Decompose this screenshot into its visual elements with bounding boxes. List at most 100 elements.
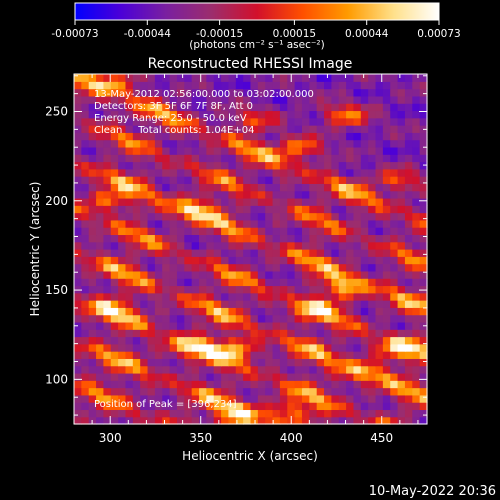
heatmap-cell (191, 117, 200, 126)
heatmap-cell (74, 95, 82, 104)
heatmap-cell (88, 285, 97, 294)
heatmap-cell (213, 117, 222, 126)
heatmap-cell (74, 256, 82, 265)
heatmap-cell (287, 154, 296, 163)
heatmap-cell (147, 176, 156, 184)
heatmap-cell (221, 212, 230, 221)
heatmap-cell (397, 329, 406, 338)
heatmap-cell (272, 227, 281, 236)
heatmap-cell (176, 190, 185, 199)
heatmap-cell (74, 365, 82, 374)
heatmap-cell (397, 74, 406, 82)
heatmap-cell (419, 146, 428, 155)
heatmap-cell (81, 372, 90, 381)
heatmap-cell (206, 263, 215, 272)
heatmap-cell (74, 336, 82, 345)
heatmap-cell (213, 336, 222, 345)
heatmap-cell (206, 394, 215, 403)
heatmap-cell (235, 416, 244, 425)
heatmap-cell (88, 168, 97, 177)
heatmap-cell (250, 168, 259, 177)
heatmap-cell (404, 270, 413, 279)
heatmap-cell (390, 183, 399, 192)
heatmap-cell (176, 380, 185, 389)
heatmap-cell (353, 365, 362, 374)
heatmap-cell (346, 146, 355, 155)
heatmap-cell (184, 307, 193, 316)
heatmap-cell (301, 110, 310, 119)
heatmap-cell (419, 358, 428, 367)
heatmap-cell (272, 300, 281, 308)
heatmap-cell (331, 343, 340, 352)
heatmap-cell (279, 358, 288, 367)
heatmap-cell (154, 270, 163, 279)
heatmap-cell (301, 139, 310, 148)
heatmap-cell (265, 278, 274, 287)
heatmap-cell (250, 74, 259, 82)
colorbar-ticks: -0.00073 -0.00044 -0.00015 0.00015 0.00044 0.… (51, 20, 461, 40)
heatmap-cell (338, 329, 347, 338)
heatmap-cell (294, 321, 303, 330)
heatmap-cell (206, 358, 215, 367)
heatmap-cell (235, 161, 244, 170)
heatmap-cell (118, 227, 127, 236)
heatmap-cell (103, 372, 112, 381)
heatmap-cell (118, 234, 127, 243)
heatmap-cell (118, 154, 127, 163)
heatmap-cell (154, 81, 163, 90)
heatmap-cell (81, 176, 90, 184)
heatmap-cell (309, 110, 318, 119)
heatmap-cell (301, 74, 310, 82)
heatmap-cell (96, 285, 105, 294)
heatmap-cell (154, 197, 163, 206)
heatmap-cell (74, 314, 82, 323)
heatmap-cell (221, 197, 230, 206)
heatmap-cell (375, 270, 384, 279)
heatmap-cell (132, 256, 141, 265)
heatmap-cell (125, 168, 134, 177)
heatmap-cell (140, 358, 149, 367)
heatmap-cell (169, 351, 178, 359)
heatmap-cell (103, 409, 112, 418)
heatmap-cell (125, 117, 134, 126)
heatmap-cell (265, 234, 274, 243)
heatmap-cell (191, 372, 200, 381)
heatmap-cell (404, 278, 413, 287)
heatmap-cell (125, 329, 134, 338)
heatmap-cell (419, 197, 428, 206)
heatmap-cell (375, 95, 384, 104)
colorbar-tick-label: -0.00015 (196, 28, 243, 40)
heatmap-cell (213, 278, 222, 287)
heatmap-cell (81, 307, 90, 316)
heatmap-cell (132, 372, 141, 381)
heatmap-cell (221, 292, 230, 301)
heatmap-cell (206, 168, 215, 177)
heatmap-cell (390, 212, 399, 221)
heatmap-cell (96, 103, 105, 112)
heatmap-cell (382, 197, 391, 206)
heatmap-cell (206, 103, 215, 112)
heatmap-cell (199, 358, 207, 367)
heatmap-cell (191, 256, 200, 265)
heatmap-cell (125, 81, 134, 90)
heatmap-cell (199, 343, 207, 352)
heatmap-cell (125, 154, 134, 163)
heatmap-cell (228, 416, 237, 425)
heatmap-cell (132, 336, 141, 345)
heatmap-cell (176, 343, 185, 352)
heatmap-cell (382, 176, 391, 184)
heatmap-cell (419, 263, 428, 272)
heatmap-cell (74, 263, 82, 272)
heatmap-cell (390, 256, 399, 265)
heatmap-cell (368, 409, 377, 418)
heatmap-cell (176, 314, 185, 323)
heatmap-cell (243, 409, 252, 418)
heatmap-cell (213, 103, 222, 112)
heatmap-cell (294, 168, 303, 177)
heatmap-cell (272, 329, 281, 338)
heatmap-cell (154, 387, 163, 396)
heatmap-cell (147, 154, 156, 163)
heatmap-cell (272, 270, 281, 279)
heatmap-cell (294, 329, 303, 338)
heatmap-cell (368, 219, 377, 228)
